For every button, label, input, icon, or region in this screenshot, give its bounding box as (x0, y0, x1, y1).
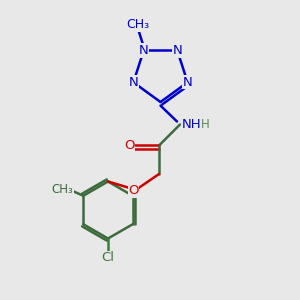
Text: CH₃: CH₃ (51, 183, 73, 196)
Text: N: N (128, 76, 138, 89)
Text: O: O (128, 184, 139, 197)
Text: Cl: Cl (101, 251, 115, 265)
Text: N: N (183, 76, 193, 89)
Text: CH₃: CH₃ (126, 18, 149, 32)
Text: NH: NH (182, 118, 201, 131)
Text: N: N (139, 44, 148, 57)
Text: H: H (200, 118, 209, 131)
Text: N: N (172, 44, 182, 57)
Text: O: O (124, 139, 134, 152)
